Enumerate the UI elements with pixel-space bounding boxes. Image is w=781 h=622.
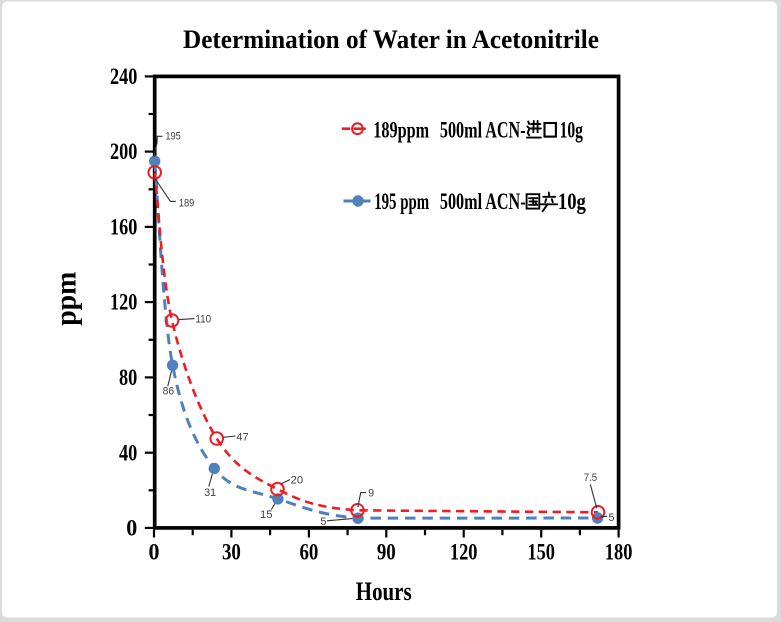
- svg-text:9: 9: [368, 487, 374, 499]
- svg-text:40: 40: [119, 440, 137, 465]
- svg-text:20: 20: [291, 474, 304, 486]
- svg-text:90: 90: [377, 540, 396, 565]
- svg-text:60: 60: [299, 540, 318, 565]
- svg-text:240: 240: [110, 64, 137, 89]
- svg-text:80: 80: [119, 365, 137, 390]
- svg-text:5: 5: [320, 516, 326, 528]
- svg-text:86: 86: [163, 386, 175, 398]
- svg-text:47: 47: [236, 432, 248, 444]
- svg-text:0: 0: [126, 516, 137, 541]
- svg-text:200: 200: [110, 139, 137, 164]
- svg-text:5: 5: [609, 512, 615, 524]
- svg-text:120: 120: [110, 290, 137, 315]
- svg-text:195 ppm: 195 ppm: [374, 189, 429, 214]
- svg-text:189: 189: [179, 197, 194, 209]
- svg-text:31: 31: [204, 487, 216, 499]
- svg-text:110: 110: [195, 314, 211, 326]
- svg-text:160: 160: [110, 215, 137, 240]
- svg-text:Hours: Hours: [356, 577, 412, 606]
- svg-text:189ppm: 189ppm: [373, 117, 429, 142]
- svg-text:15: 15: [260, 509, 273, 521]
- svg-text:7.5: 7.5: [584, 472, 597, 484]
- svg-text:195: 195: [165, 131, 180, 143]
- svg-text:ppm: ppm: [50, 272, 83, 326]
- svg-text:0: 0: [149, 540, 160, 565]
- svg-text:500ml ACN-: 500ml ACN-: [440, 117, 526, 142]
- svg-text:10g: 10g: [558, 189, 586, 214]
- svg-text:180: 180: [605, 540, 633, 565]
- svg-text:Determination of Water in Acet: Determination of Water in Acetonitrile: [183, 25, 599, 54]
- svg-text:10g: 10g: [560, 117, 584, 142]
- svg-text:150: 150: [527, 540, 555, 565]
- svg-text:500ml ACN-: 500ml ACN-: [440, 189, 526, 214]
- svg-text:120: 120: [450, 540, 478, 565]
- svg-text:30: 30: [222, 540, 241, 565]
